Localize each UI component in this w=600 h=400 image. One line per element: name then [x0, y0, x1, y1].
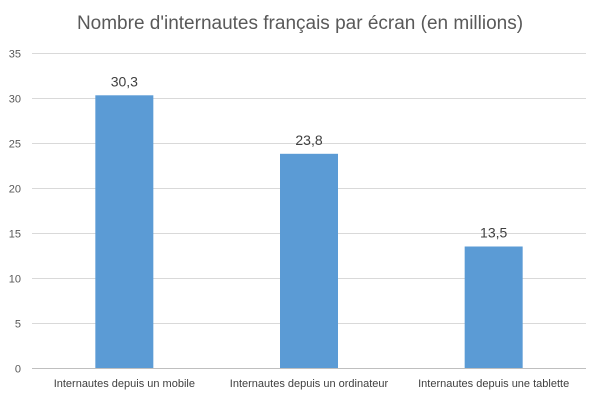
data-label: 13,5: [480, 225, 507, 241]
data-labels: 30,3 23,8 13,5: [111, 73, 508, 240]
x-axis-category-labels: Internautes depuis un mobile Internautes …: [54, 378, 569, 390]
bars: [95, 95, 523, 369]
y-tick-label: 20: [9, 184, 21, 196]
bar: [95, 95, 154, 369]
y-tick-label: 0: [15, 364, 21, 376]
chart-title: Nombre d'internautes français par écran …: [77, 13, 523, 34]
bar: [464, 246, 523, 368]
y-tick-label: 5: [15, 319, 21, 331]
category-label: Internautes depuis une tablette: [418, 378, 569, 390]
data-label: 30,3: [111, 73, 138, 89]
category-label: Internautes depuis un ordinateur: [230, 378, 389, 390]
y-tick-label: 10: [9, 274, 21, 286]
category-label: Internautes depuis un mobile: [54, 378, 195, 390]
y-axis-tick-labels: 0 5 10 15 20 25 30 35: [9, 49, 21, 376]
data-label: 23,8: [295, 132, 322, 148]
y-tick-label: 25: [9, 139, 21, 151]
y-tick-label: 30: [9, 94, 21, 106]
y-tick-label: 15: [9, 229, 21, 241]
y-tick-label: 35: [9, 49, 21, 61]
bar: [280, 153, 338, 368]
